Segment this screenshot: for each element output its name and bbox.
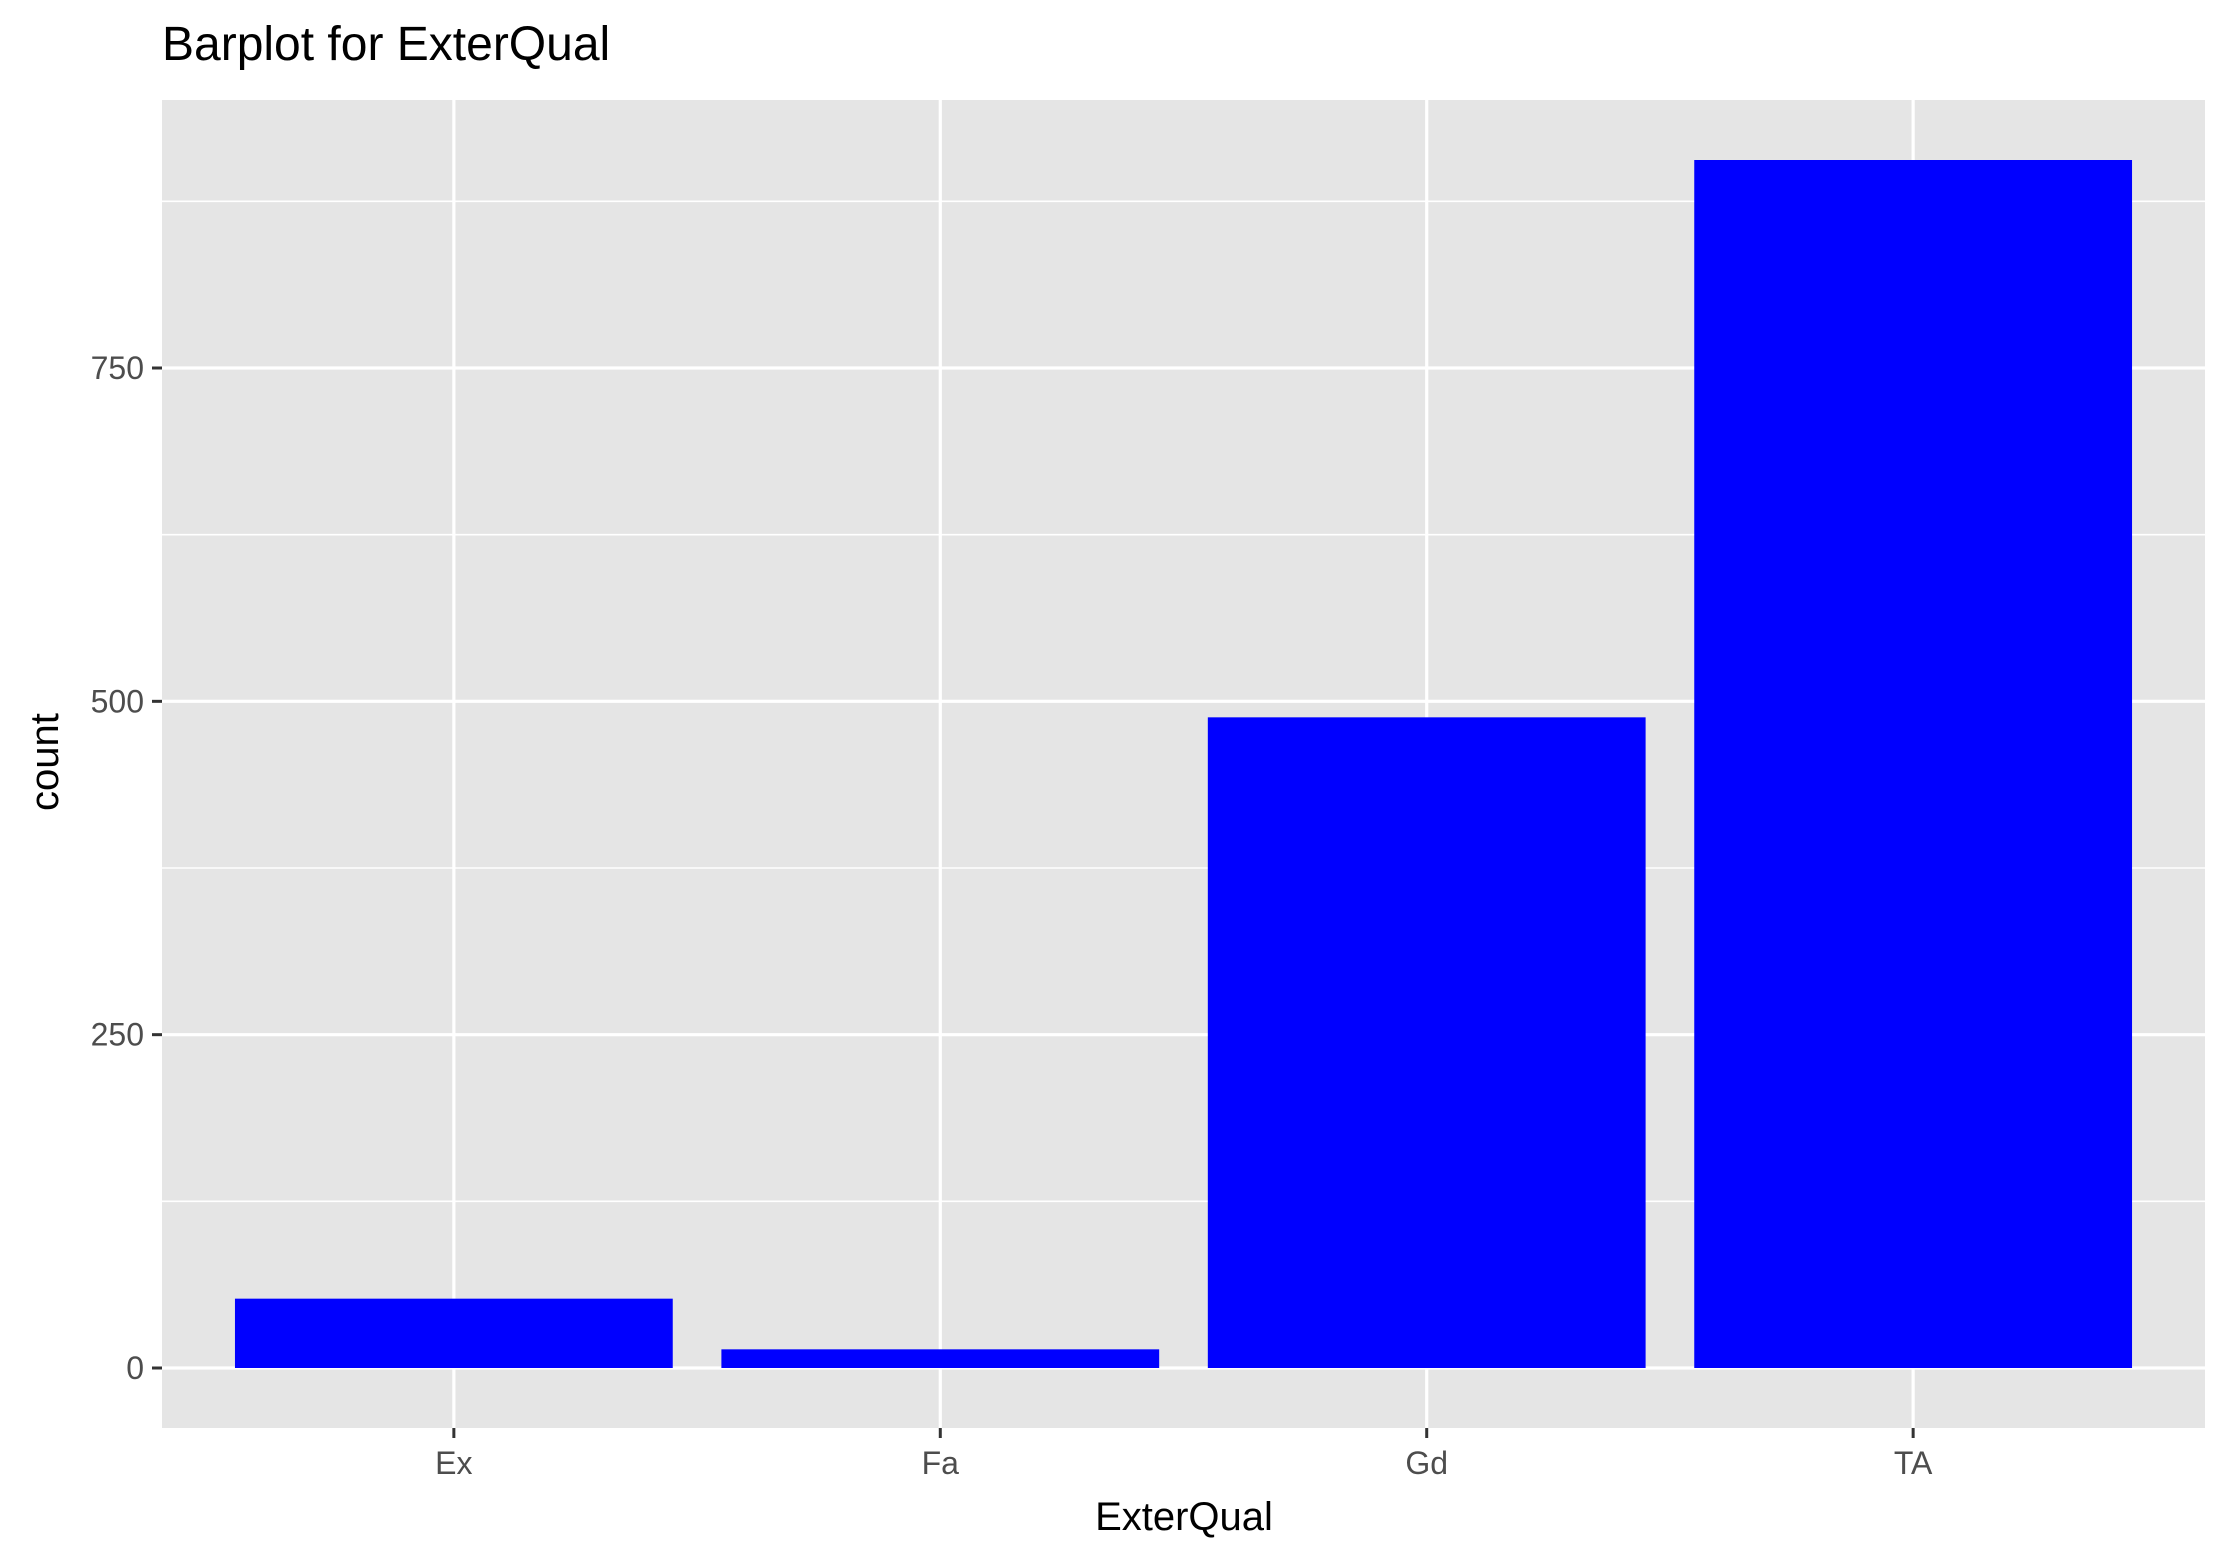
x-axis: Ex Fa Gd TA	[435, 1428, 1933, 1481]
bar-ta	[1694, 160, 2133, 1368]
x-axis-title: ExterQual	[1095, 1495, 1273, 1539]
x-tick-label: Gd	[1405, 1445, 1448, 1481]
bar-ex	[234, 1298, 673, 1368]
bars	[234, 160, 2133, 1368]
y-tick-label: 0	[126, 1350, 144, 1386]
y-tick-label: 750	[91, 350, 144, 386]
bar-gd	[1207, 717, 1646, 1368]
y-axis: 0 250 500 750	[91, 350, 162, 1386]
x-tick-label: Ex	[435, 1445, 472, 1481]
y-tick-label: 250	[91, 1017, 144, 1053]
x-tick-label: TA	[1894, 1445, 1933, 1481]
bar-fa	[721, 1349, 1160, 1368]
y-tick-label: 500	[91, 683, 144, 719]
y-axis-title: count	[23, 713, 67, 811]
x-tick-label: Fa	[922, 1445, 960, 1481]
chart-title: Barplot for ExterQual	[162, 18, 610, 71]
